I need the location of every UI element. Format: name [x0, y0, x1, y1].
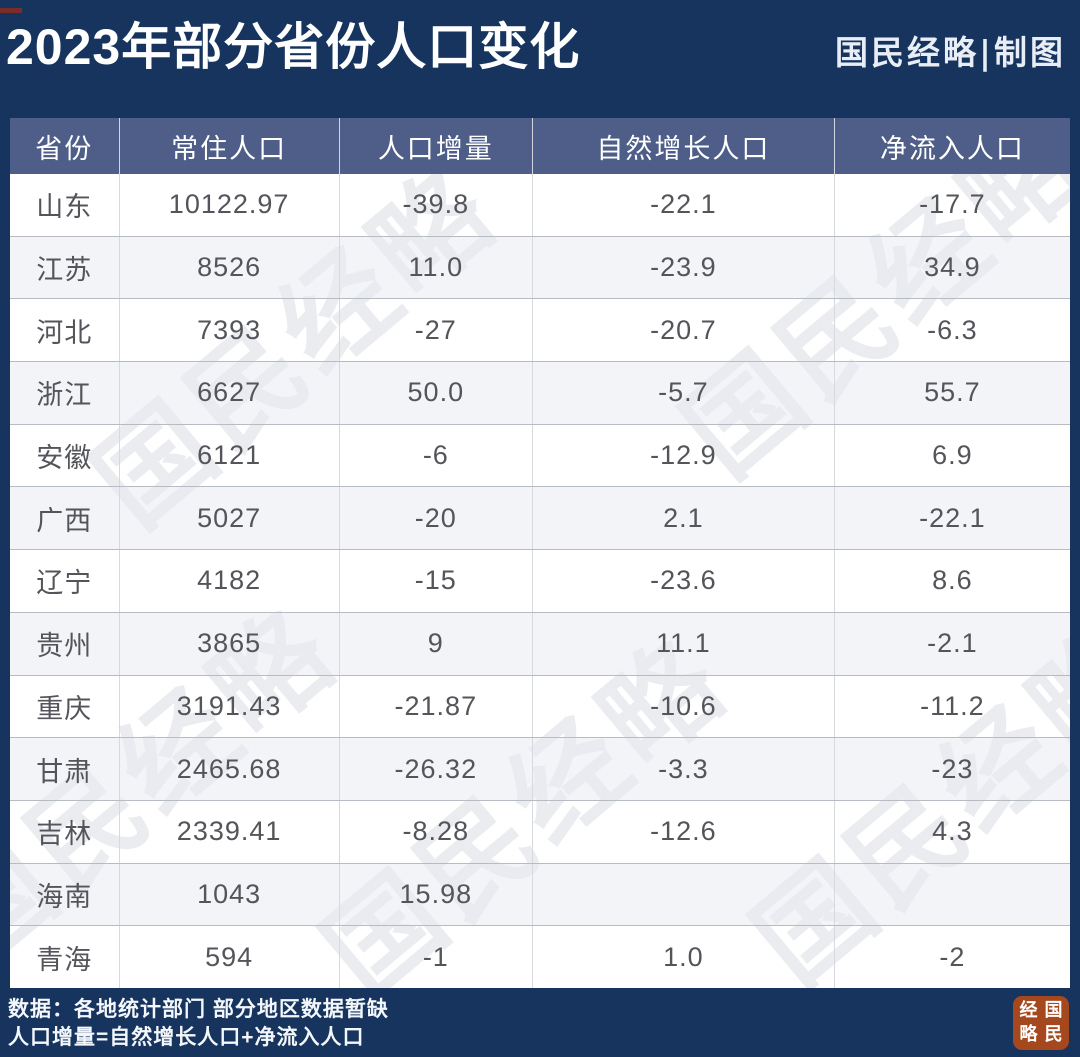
value-cell: -1: [338, 926, 532, 988]
value-cell: 3865: [118, 612, 339, 675]
column-header: 省份: [35, 133, 94, 164]
value-cell: -26.32: [338, 738, 532, 800]
province-cell: 青海: [36, 944, 93, 975]
value-cell: -22.1: [833, 487, 1070, 550]
value-cell: 2465.68: [118, 738, 339, 800]
value-cell: -8.28: [338, 800, 532, 863]
value-cell: -6.3: [833, 299, 1070, 362]
value-cell: 1.0: [531, 926, 834, 988]
value-cell: 8.6: [833, 550, 1070, 612]
province-cell: 贵州: [36, 631, 93, 662]
table-row: 辽宁 4182 -15 -23.6 8.6: [10, 549, 1070, 612]
column-header: 人口增量: [338, 118, 532, 174]
value-cell: -23.6: [531, 550, 834, 612]
value-cell: -6: [338, 424, 532, 487]
value-cell: 11.1: [531, 612, 834, 675]
value-cell: -12.9: [531, 424, 834, 487]
province-cell: 辽宁: [36, 568, 93, 599]
table-header-row: 省份 常住人口 人口增量 自然增长人口 净流入人口: [10, 118, 1070, 174]
province-cell: 江苏: [36, 255, 93, 286]
seal-character: 国: [1044, 1000, 1063, 1021]
value-cell: 2339.41: [118, 800, 339, 863]
province-cell: 河北: [36, 317, 93, 348]
value-cell: 8526: [118, 236, 339, 299]
seal-character: 略: [1019, 1024, 1038, 1045]
table-row: 吉林 2339.41 -8.28 -12.6 4.3: [10, 799, 1070, 863]
value-cell: 2.1: [531, 487, 834, 550]
value-cell: -21.87: [338, 675, 532, 738]
table-row: 海南 1043 15.98: [10, 862, 1070, 926]
value-cell: [833, 863, 1070, 926]
value-cell: 3191.43: [118, 675, 339, 738]
page-title: 2023年部分省份人口变化: [6, 19, 581, 75]
table-row: 山东 10122.97 -39.8 -22.1 -17.7: [10, 174, 1070, 236]
value-cell: -3.3: [531, 738, 834, 800]
column-header: 常住人口: [118, 118, 339, 174]
province-cell: 重庆: [36, 693, 93, 724]
value-cell: -2.1: [833, 612, 1070, 675]
corner-mark: [0, 8, 22, 13]
footer-notes: 数据：各地统计部门 部分地区数据暂缺 人口增量=自然增长人口+净流入人口: [8, 996, 908, 1052]
footer-source-line: 数据：各地统计部门 部分地区数据暂缺: [8, 998, 389, 1021]
value-cell: 10122.97: [118, 174, 339, 236]
province-cell: 广西: [36, 505, 93, 536]
table-row: 江苏 8526 11.0 -23.9 34.9: [10, 235, 1070, 299]
province-cell: 吉林: [36, 819, 93, 850]
value-cell: [531, 863, 834, 926]
value-cell: -22.1: [531, 174, 834, 236]
value-cell: -23.9: [531, 236, 834, 299]
seal-character: 经: [1019, 1000, 1038, 1021]
value-cell: 15.98: [338, 863, 532, 926]
seal-character: 民: [1044, 1024, 1063, 1045]
table-body: 山东 10122.97 -39.8 -22.1 -17.7 江苏 8526 11.0 -23.9…: [10, 174, 1070, 988]
table-row: 河北 7393 -27 -20.7 -6.3: [10, 298, 1070, 362]
province-cell: 安徽: [36, 443, 93, 474]
table-row: 重庆 3191.43 -21.87 -10.6 -11.2: [10, 674, 1070, 738]
value-cell: -27: [338, 299, 532, 362]
credit-text: 国民经略|制图: [834, 33, 1066, 72]
table-row: 浙江 6627 50.0 -5.7 55.7: [10, 361, 1070, 424]
value-cell: -11.2: [833, 675, 1070, 738]
value-cell: -12.6: [531, 800, 834, 863]
table-row: 广西 5027 -20 2.1 -22.1: [10, 486, 1070, 550]
value-cell: -5.7: [531, 362, 834, 424]
value-cell: 34.9: [833, 236, 1070, 299]
population-table: 国民经略国民经略国民经略国民经略国民经略 省份常住人口人口增量自然增长人口净流入…: [10, 118, 1070, 988]
province-cell: 甘肃: [36, 756, 93, 787]
value-cell: 6.9: [833, 424, 1070, 487]
footer-formula-line: 人口增量=自然增长人口+净流入人口: [8, 1026, 365, 1049]
table-row: 青海 594 -1 1.0 -2: [10, 925, 1070, 988]
value-cell: -15: [338, 550, 532, 612]
column-header: 自然增长人口: [531, 118, 834, 174]
value-cell: -23: [833, 738, 1070, 800]
value-cell: 594: [118, 926, 339, 988]
value-cell: 7393: [118, 299, 339, 362]
table-row: 甘肃 2465.68 -26.32 -3.3 -23: [10, 737, 1070, 800]
province-cell: 山东: [36, 192, 93, 223]
value-cell: 11.0: [338, 236, 532, 299]
value-cell: 6627: [118, 362, 339, 424]
brand-seal: 经国略民: [1013, 996, 1069, 1050]
value-cell: 4.3: [833, 800, 1070, 863]
value-cell: -2: [833, 926, 1070, 988]
value-cell: -10.6: [531, 675, 834, 738]
value-cell: 5027: [118, 487, 339, 550]
value-cell: 50.0: [338, 362, 532, 424]
table-row: 贵州 3865 9 11.1 -2.1: [10, 611, 1070, 675]
column-header: 净流入人口: [833, 118, 1070, 174]
value-cell: 1043: [118, 863, 339, 926]
province-cell: 海南: [36, 881, 93, 912]
value-cell: 55.7: [833, 362, 1070, 424]
value-cell: -20.7: [531, 299, 834, 362]
value-cell: 4182: [118, 550, 339, 612]
table-row: 安徽 6121 -6 -12.9 6.9: [10, 423, 1070, 487]
value-cell: -39.8: [338, 174, 532, 236]
province-cell: 浙江: [36, 380, 93, 411]
value-cell: 6121: [118, 424, 339, 487]
value-cell: -20: [338, 487, 532, 550]
value-cell: 9: [338, 612, 532, 675]
value-cell: -17.7: [833, 174, 1070, 236]
